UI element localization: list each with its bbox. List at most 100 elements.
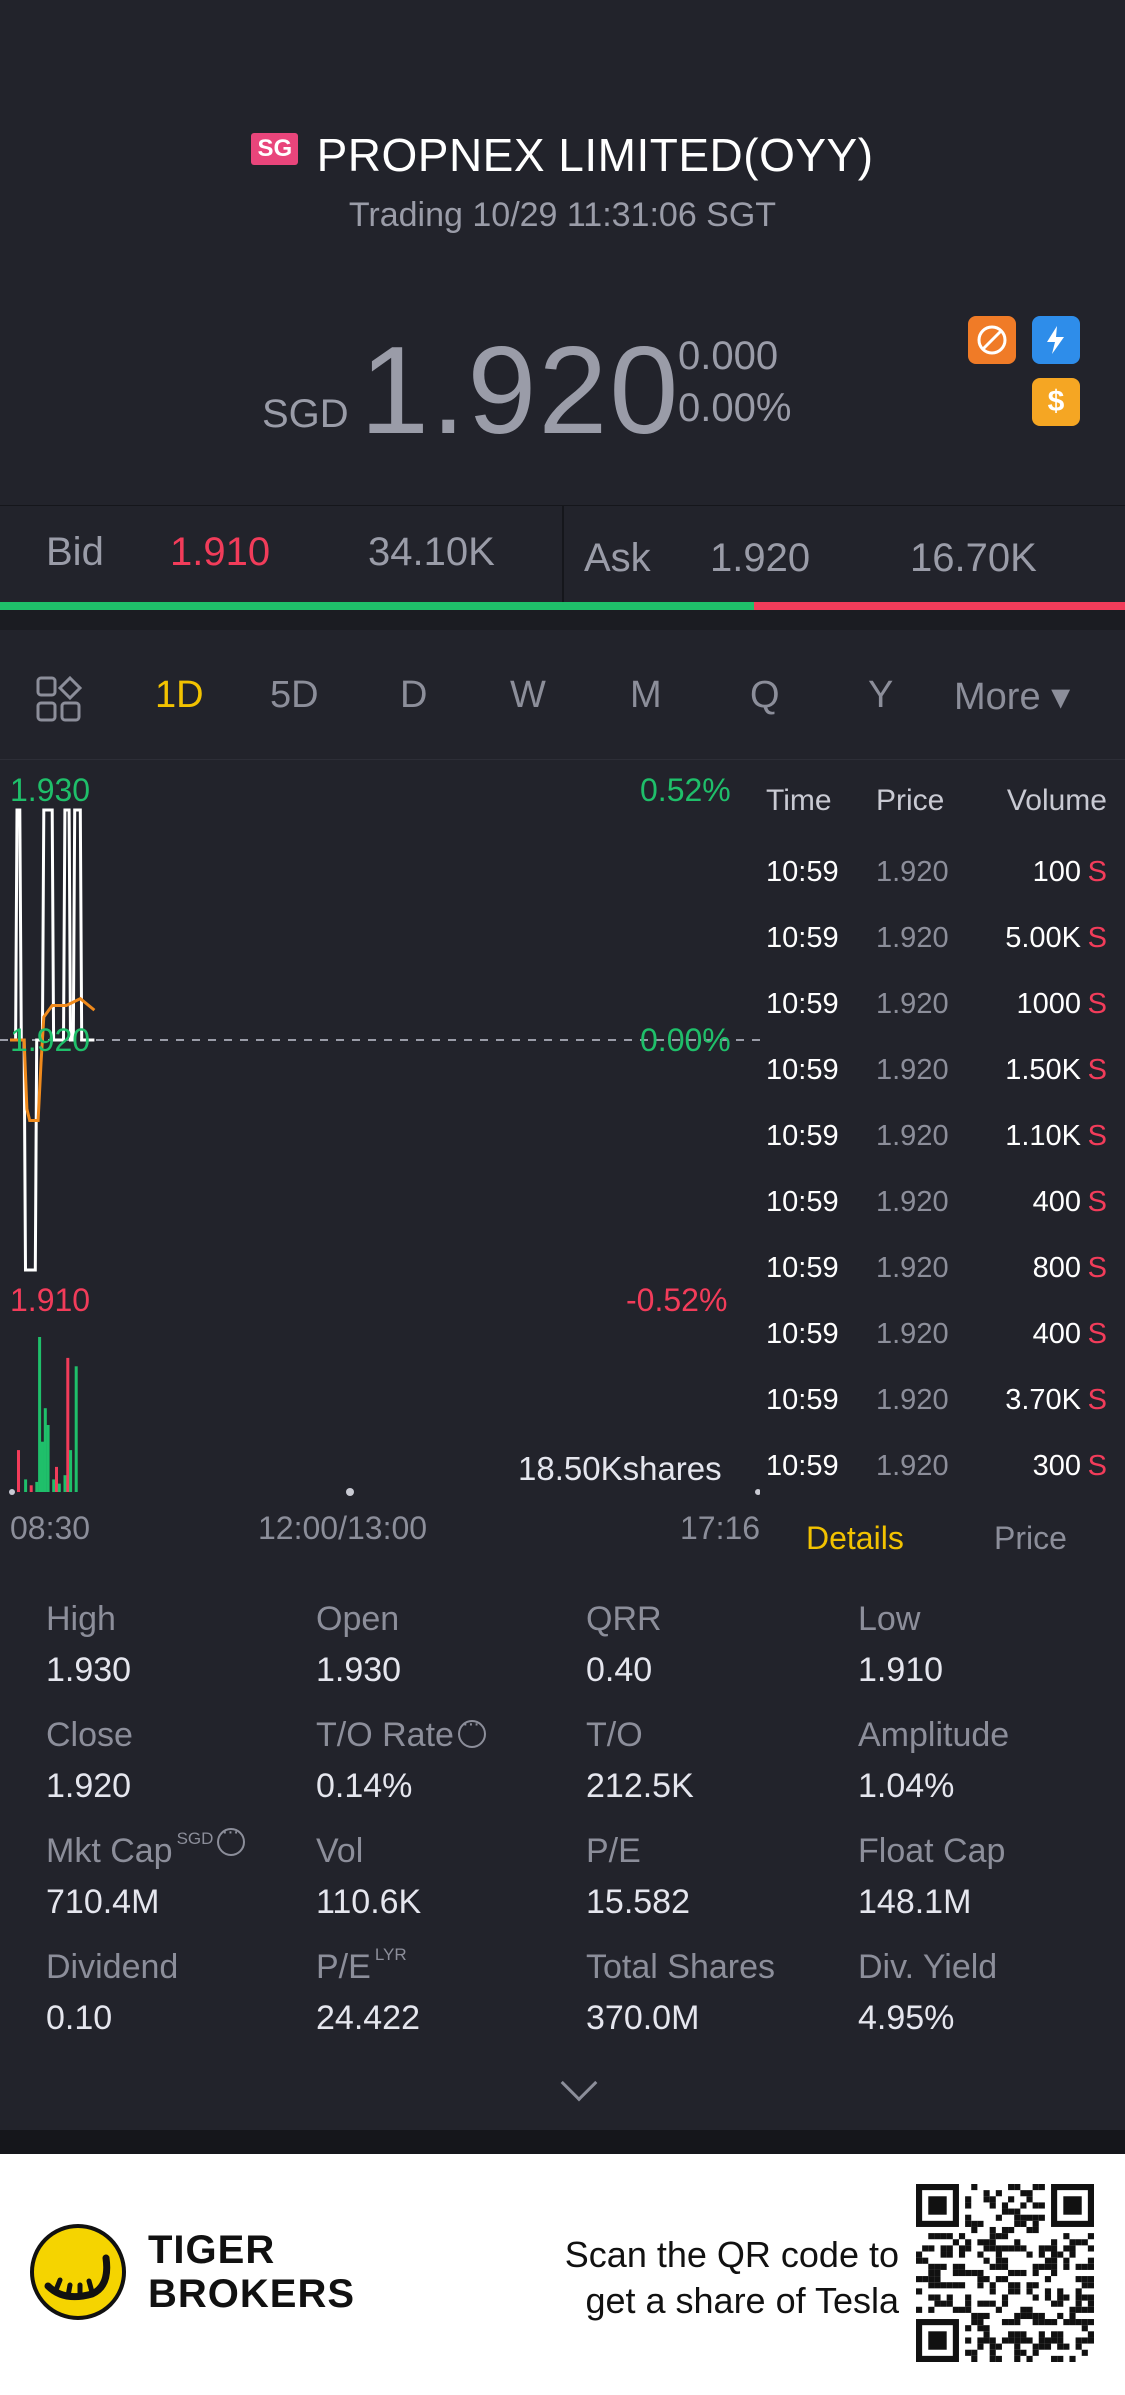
brand-line2: BROKERS (148, 2272, 356, 2316)
trade-price: 1.920 (876, 988, 949, 1020)
tab-more[interactable]: More ▾ (954, 676, 1071, 718)
volume-bar (24, 1479, 28, 1492)
intraday-chart[interactable]: 1.930 1.920 1.910 0.52% 0.00% -0.52% 18.… (0, 760, 761, 1520)
qr-code-icon[interactable] (916, 2184, 1094, 2362)
tab-w[interactable]: W (510, 674, 546, 716)
stat-div-yield: Div. Yield 4.95% (858, 1948, 1118, 2038)
stat-value: 212.5K (586, 1767, 694, 1805)
stat-value: 15.582 (586, 1883, 690, 1921)
tab-q[interactable]: Q (750, 674, 780, 716)
stat-label: Amplitude (858, 1716, 1010, 1754)
promo-text: Scan the QR code to get a share of Tesla (565, 2232, 899, 2324)
tab-m[interactable]: M (630, 674, 662, 716)
stat-close: Close 1.920 (46, 1716, 306, 1806)
trade-price: 1.920 (876, 1186, 949, 1218)
time-mid: 12:00/13:00 (258, 1510, 428, 1546)
dollar-icon[interactable]: $ (1032, 378, 1080, 426)
trade-volume: 5.00K (1005, 922, 1081, 954)
stat-label: T/O (586, 1716, 643, 1754)
stat-label: T/O Rate (316, 1716, 454, 1754)
volume-bar (66, 1357, 70, 1492)
tab-y[interactable]: Y (868, 674, 894, 716)
stat-pe: P/E 15.582 (586, 1832, 846, 1922)
currency-superscript: SGD (176, 1829, 214, 1848)
ask-price: 1.920 (710, 536, 811, 580)
price-row: SGD 1.920 0.000 0.00% (0, 320, 1125, 460)
price-change: 0.000 (678, 334, 779, 378)
trade-volume: 1000 (1016, 988, 1081, 1020)
axis-dot (346, 1488, 354, 1496)
trade-row: 10:59 1.920 400 S (760, 1186, 1125, 1252)
volume-bar (17, 1450, 20, 1492)
axis-dot (9, 1489, 15, 1495)
bid-ask-divider (562, 506, 564, 602)
stat-value: 1.930 (46, 1651, 132, 1689)
brand-name: TIGER BROKERS (148, 2228, 355, 2316)
tiger-logo-icon (30, 2224, 126, 2320)
stat-value: 4.95% (858, 1999, 955, 2037)
section-gap (0, 610, 1125, 630)
trade-side: S (1087, 1450, 1107, 1482)
trade-volume: 400 (1032, 1318, 1081, 1350)
trade-time: 10:59 (766, 922, 839, 954)
bid-label: Bid (46, 530, 104, 574)
volume-bar (52, 1479, 56, 1492)
more-info-icon[interactable] (457, 1713, 486, 1748)
stat-qrr: QRR 0.40 (586, 1600, 846, 1690)
more-info-icon[interactable] (217, 1821, 246, 1856)
tab-5d[interactable]: 5D (270, 674, 319, 716)
volume-bar (41, 1441, 44, 1492)
trade-time: 10:59 (766, 1252, 839, 1284)
chart-high-label: 1.930 (10, 772, 91, 808)
trade-row: 10:59 1.920 1.50K S (760, 1054, 1125, 1120)
tab-price[interactable]: Price (994, 1520, 1067, 1556)
tab-1d[interactable]: 1D (155, 674, 204, 716)
bid-price: 1.910 (170, 530, 271, 574)
trade-price: 1.920 (876, 1450, 949, 1482)
stat-label: Total Shares (586, 1948, 775, 1986)
trade-price: 1.920 (876, 1120, 949, 1152)
stat-value: 24.422 (316, 1999, 420, 2037)
lyr-superscript: LYR (374, 1945, 407, 1964)
promo-footer: TIGER BROKERS Scan the QR code to get a … (0, 2154, 1125, 2395)
stat-label: Close (46, 1716, 133, 1754)
flash-icon[interactable] (1032, 316, 1080, 364)
stat-value: 710.4M (46, 1883, 160, 1921)
period-tabs: 1D 5D D W M Q Y More ▾ (0, 630, 1125, 760)
stat-label: Low (858, 1600, 921, 1638)
volume-bar (55, 1466, 58, 1492)
stat-low: Low 1.910 (858, 1600, 1118, 1690)
stat-amplitude: Amplitude 1.04% (858, 1716, 1118, 1806)
trade-volume: 3.70K (1005, 1384, 1081, 1416)
market-badge: SG (251, 133, 299, 165)
trade-price: 1.920 (876, 1054, 949, 1086)
trade-volume: 1.50K (1005, 1054, 1081, 1086)
stat-value: 110.6K (316, 1883, 422, 1921)
trade-time: 10:59 (766, 1318, 839, 1350)
tab-d[interactable]: D (400, 674, 428, 716)
trade-side: S (1087, 922, 1107, 954)
stat-label: Mkt Cap (46, 1832, 173, 1870)
trade-row: 10:59 1.920 3.70K S (760, 1384, 1125, 1450)
trade-volume: 400 (1032, 1186, 1081, 1218)
stat-label: Float Cap (858, 1832, 1006, 1870)
trade-side: S (1087, 1318, 1107, 1350)
trade-side: S (1087, 1252, 1107, 1284)
trade-price: 1.920 (876, 1252, 949, 1284)
trade-time: 10:59 (766, 856, 839, 888)
stat-open: Open 1.930 (316, 1600, 576, 1690)
chart-layout-icon[interactable] (36, 676, 82, 722)
stat-value: 1.920 (46, 1767, 132, 1805)
no-short-icon[interactable] (968, 316, 1016, 364)
trades-header-volume: Volume (1006, 784, 1107, 817)
trade-volume: 300 (1032, 1450, 1081, 1482)
stat-pe-lyr: P/E LYR 24.422 (316, 1945, 576, 2038)
tab-details[interactable]: Details (806, 1520, 904, 1556)
price-line (10, 808, 95, 1272)
promo-line1: Scan the QR code to (564, 2234, 899, 2275)
stat-high: High 1.930 (46, 1600, 306, 1690)
bid-volume-bar (0, 602, 754, 610)
time-axis: 08:30 12:00/13:00 17:16 (0, 1510, 1125, 1560)
trades-header-price: Price (876, 784, 945, 817)
